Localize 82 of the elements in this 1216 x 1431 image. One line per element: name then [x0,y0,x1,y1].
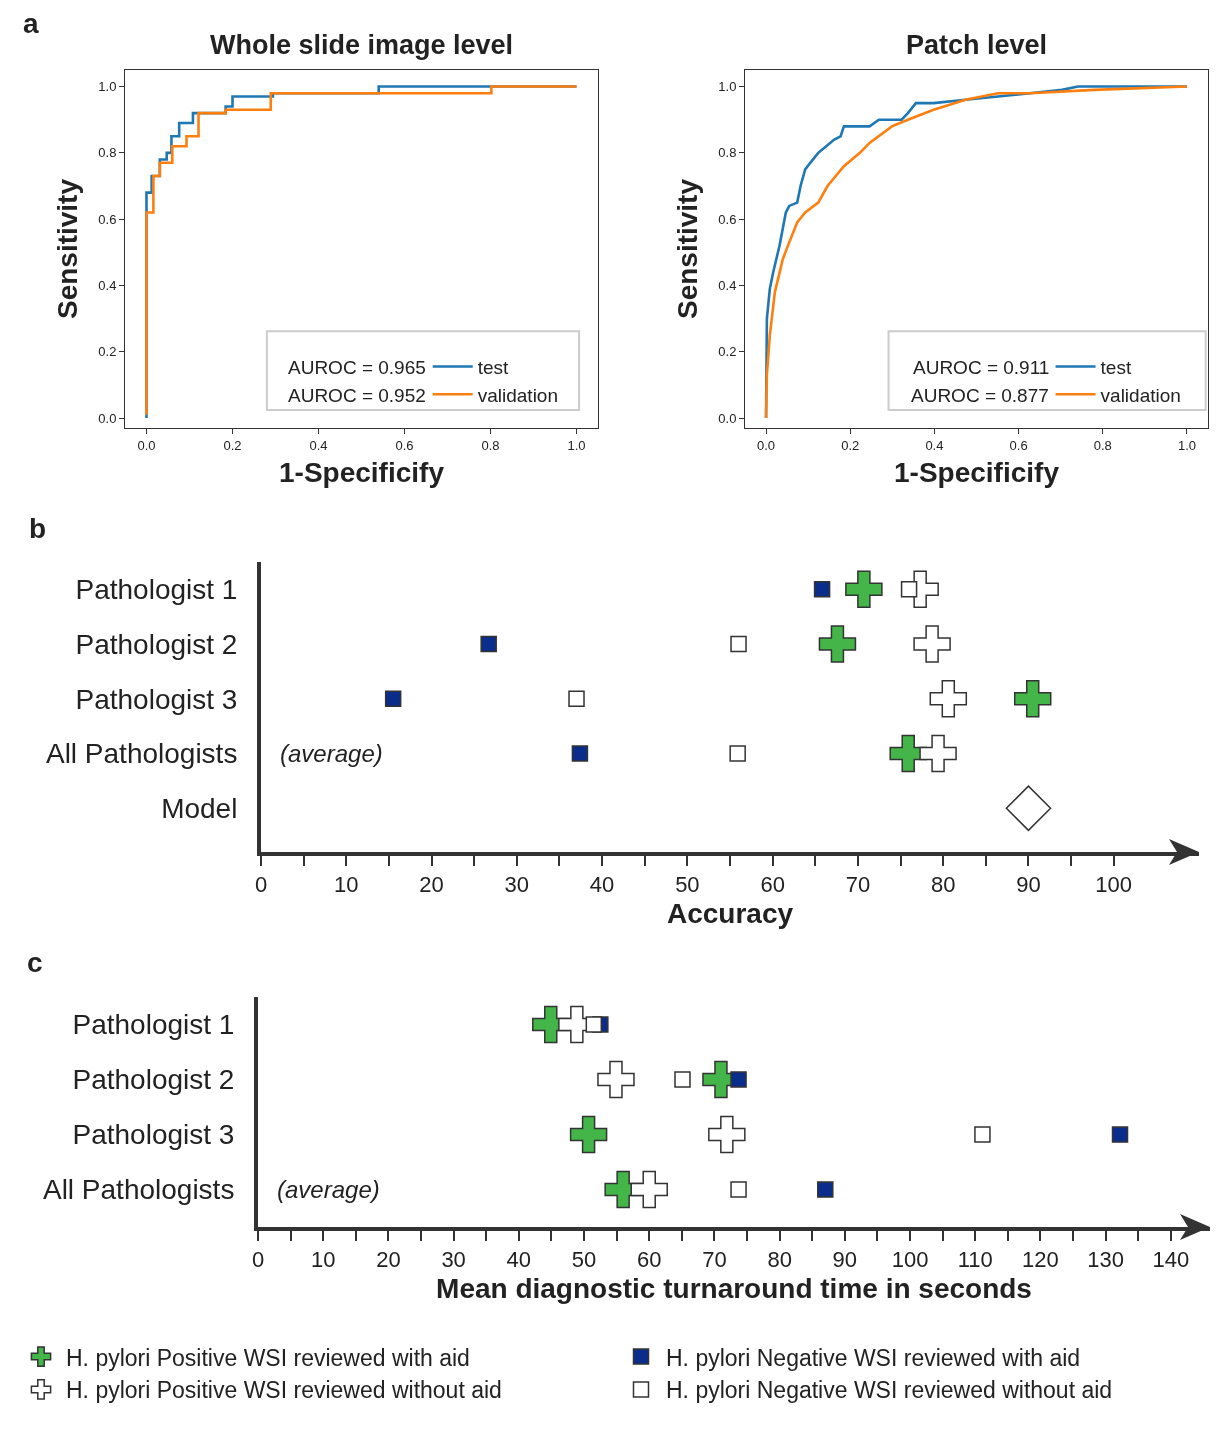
y-tick-label: 1.0 [98,79,117,95]
y-tick-label: 0.4 [718,278,737,294]
y-axis-title: Sensitivity [672,178,704,320]
chart-title: Patch level [905,30,1048,61]
y-tick-label: All Pathologists [45,738,238,770]
x-tick-label: 0.8 [1093,437,1112,453]
x-tick-label: 1.0 [567,437,586,453]
x-tick-label: 0.8 [481,437,500,453]
annotation: AUROC = 0.952 [288,385,426,406]
legend-label: test [477,356,510,378]
y-tick-label: All Pathologists [42,1174,235,1206]
y-tick-label: Pathologist 1 [75,574,238,606]
y-tick-label: Pathologist 2 [72,1064,235,1096]
x-tick-label: 40 [506,1247,532,1273]
y-tick-label: 0.0 [718,410,737,426]
annotation: (average) [280,740,383,767]
annotation: AUROC = 0.911 [913,357,1050,378]
x-tick-label: 1.0 [1177,437,1196,453]
x-tick-label: 110 [957,1247,993,1273]
x-tick-label: 80 [767,1247,792,1273]
chart-title: Whole slide image level [209,30,514,61]
x-tick-label: 0.4 [925,437,944,453]
x-tick-label: 50 [571,1247,597,1273]
x-tick-label: 90 [832,1247,858,1273]
y-axis-title: Sensitivity [52,178,84,320]
legend-label: H. pylori Positive WSI reviewed without aid [66,1377,502,1404]
x-tick-label: 0.0 [757,437,776,453]
y-tick-label: Model [161,793,238,825]
x-tick-label: 70 [702,1247,727,1273]
x-tick-label: 20 [419,872,444,898]
x-tick-label: 80 [930,872,956,898]
x-tick-label: 60 [636,1247,662,1273]
x-tick-label: 0.4 [309,437,328,453]
y-tick-label: Pathologist 2 [75,628,238,660]
x-tick-label: 0.6 [1009,437,1028,453]
annotation: AUROC = 0.877 [911,385,1049,406]
x-tick-label: 100 [1095,872,1133,898]
x-tick-label: 0.6 [395,437,414,453]
y-tick-label: 0.6 [98,211,117,227]
x-tick-label: 30 [504,872,530,898]
y-tick-label: Pathologist 3 [72,1119,235,1151]
x-tick-label: 0.2 [841,437,860,453]
y-tick-label: 0.4 [98,278,117,294]
x-tick-label: 70 [845,872,871,898]
x-axis-title: Mean diagnostic turnaround time in seconds [436,1273,1032,1304]
legend-label: H. pylori Positive WSI reviewed with aid [66,1344,470,1371]
x-tick-label: 50 [675,872,700,898]
x-tick-label: 140 [1152,1247,1190,1273]
y-tick-label: 0.8 [98,145,117,161]
x-tick-label: 60 [760,872,785,898]
x-tick-label: 130 [1087,1247,1125,1273]
x-tick-label: 40 [589,872,615,898]
x-tick-label: 120 [1022,1247,1059,1273]
text: b [29,513,47,544]
legend-label: validation [1100,384,1181,406]
x-axis-title: Accuracy [666,898,794,929]
y-tick-label: 0.8 [718,145,737,161]
y-tick-label: 1.0 [718,79,737,95]
text: a [23,8,39,39]
x-tick-label: 10 [334,872,359,898]
x-tick-label: 0 [254,872,268,898]
annotation: AUROC = 0.965 [288,357,426,378]
x-tick-label: 30 [441,1247,466,1273]
x-tick-label: 100 [891,1247,929,1273]
y-tick-label: 0.2 [98,344,117,360]
legend-label: validation [477,384,558,406]
y-tick-label: 0.0 [98,410,117,426]
text: c [27,947,43,978]
y-tick-label: 0.2 [718,344,737,360]
y-tick-label: Pathologist 1 [72,1009,235,1041]
x-tick-label: 90 [1016,872,1041,898]
legend-label: test [1100,356,1132,378]
x-axis-title: 1-Specificify [894,456,1060,488]
y-tick-label: 0.6 [718,211,737,227]
y-tick-label: Pathologist 3 [75,683,238,715]
legend-label: H. pylori Negative WSI reviewed with aid [666,1344,1081,1371]
x-tick-label: 20 [376,1247,401,1273]
x-axis-title: 1-Specificify [279,456,445,488]
legend-label: H. pylori Negative WSI reviewed without aid [666,1377,1113,1404]
annotation: (average) [277,1176,380,1203]
x-tick-label: 0 [251,1247,265,1273]
x-tick-label: 10 [310,1247,336,1273]
